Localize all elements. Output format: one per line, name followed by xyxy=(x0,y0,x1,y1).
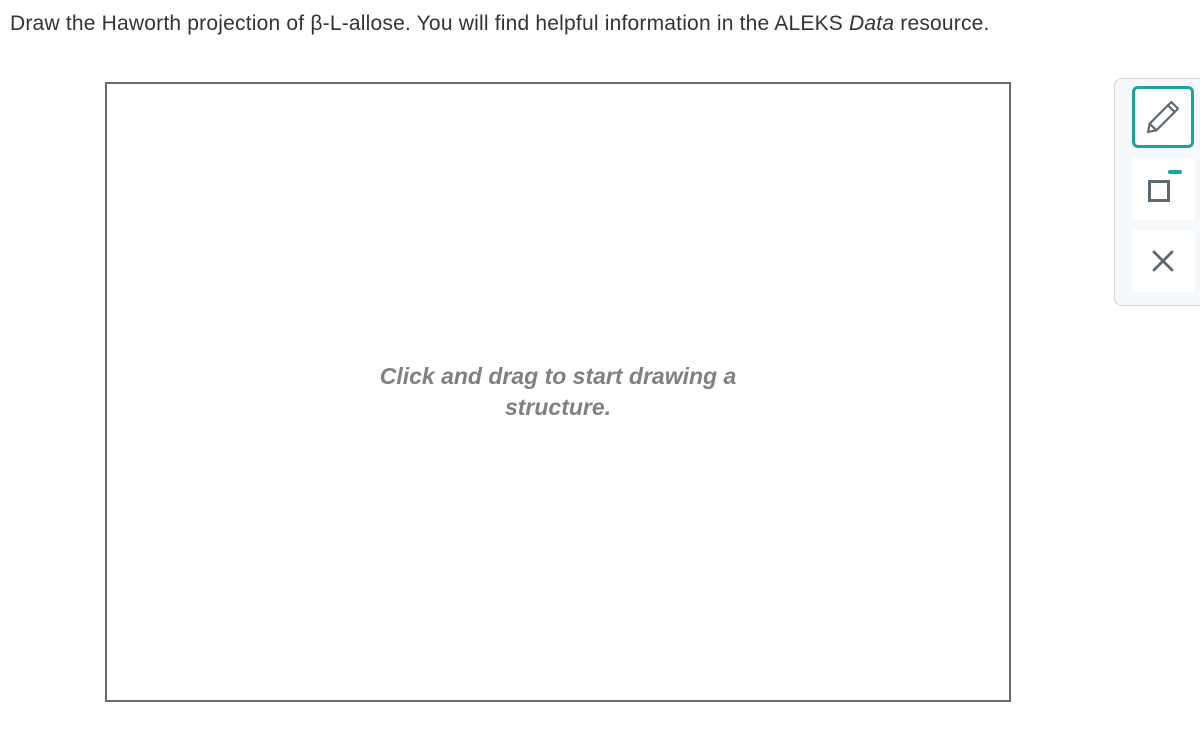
tool-stack xyxy=(1132,82,1194,292)
app-root: Draw the Haworth projection of β-L-allos… xyxy=(0,0,1200,738)
question-resource-word: Data xyxy=(849,12,894,35)
square-icon xyxy=(1146,172,1180,206)
toolbar xyxy=(1112,82,1200,292)
pencil-icon xyxy=(1143,97,1183,137)
draw-tool-button[interactable] xyxy=(1132,86,1194,148)
hint-line-2: structure. xyxy=(505,394,611,420)
question-suffix: resource. xyxy=(894,12,989,35)
question-text: Draw the Haworth projection of β-L-allos… xyxy=(10,12,990,36)
question-middle: . You will find helpful information in t… xyxy=(405,12,849,35)
close-tool-button[interactable] xyxy=(1132,230,1194,292)
close-icon xyxy=(1150,248,1176,274)
question-prefix: Draw the Haworth projection of xyxy=(10,12,310,35)
select-tool-button[interactable] xyxy=(1132,158,1194,220)
canvas-hint: Click and drag to start drawing a struct… xyxy=(152,361,964,423)
hint-line-1: Click and drag to start drawing a xyxy=(380,363,737,389)
question-compound: β-L-allose xyxy=(310,12,405,35)
drawing-canvas[interactable]: Click and drag to start drawing a struct… xyxy=(105,82,1011,702)
